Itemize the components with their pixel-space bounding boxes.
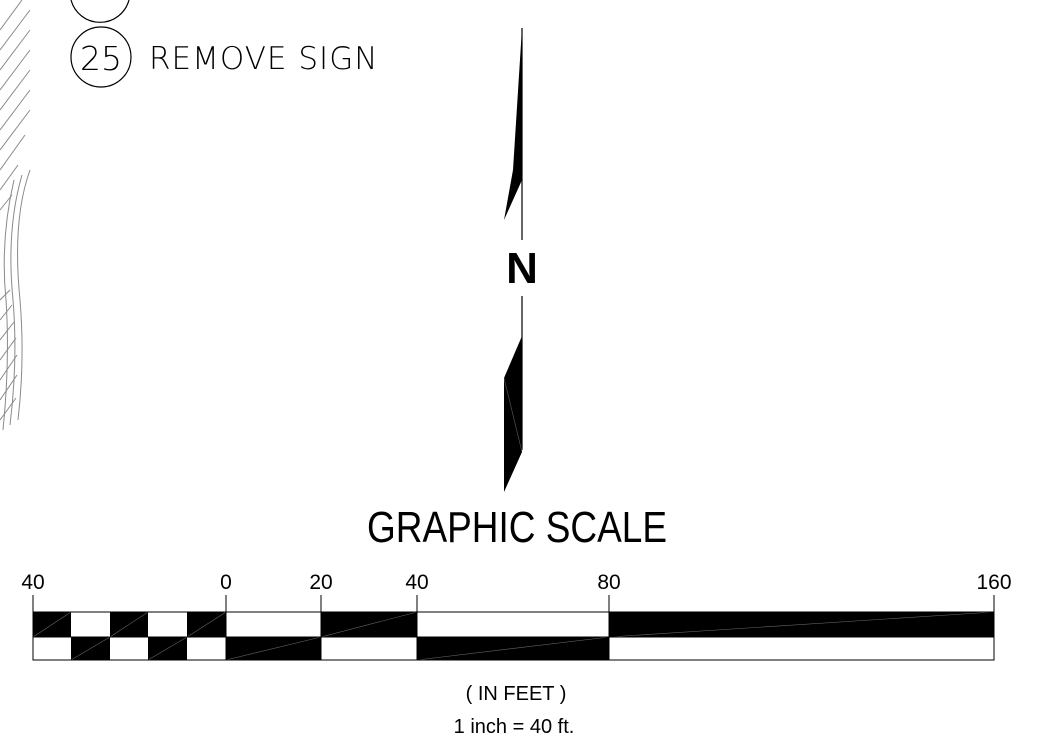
legend-number: 25: [80, 39, 122, 78]
tick-label-0: 0: [220, 571, 232, 594]
legend-number-circle: [70, 26, 132, 88]
scale-tick-labels: 40 0 20 40 80 160: [21, 571, 1011, 594]
graphic-scale-title: GRAPHIC SCALE: [367, 503, 667, 552]
north-arrow-upper-blade: [504, 28, 522, 220]
scale-ratio: 1 inch = 40 ft.: [454, 716, 575, 738]
legend-circle-partial: [70, 0, 130, 23]
scale-segment-20-40: [321, 612, 417, 637]
north-letter: N: [506, 244, 538, 293]
tick-label-40-left: 40: [21, 571, 44, 594]
legend-item-remove-sign: 25 REMOVE SIGN: [70, 26, 378, 88]
tick-label-40: 40: [405, 571, 428, 594]
scale-segment-0-20: [226, 637, 321, 660]
scale-segment-80-160: [609, 612, 994, 637]
north-arrow-lower-crease: [503, 377, 523, 453]
scale-segment-40-80: [417, 637, 609, 660]
north-arrow: N: [503, 28, 538, 492]
scale-units: ( IN FEET ): [466, 683, 567, 705]
tick-label-80: 80: [597, 571, 620, 594]
tick-label-160: 160: [976, 571, 1011, 594]
scale-left-checker: [33, 612, 226, 660]
tick-label-20: 20: [309, 571, 332, 594]
legend-label: REMOVE SIGN: [149, 41, 378, 77]
road-edge-hatch: [0, 0, 31, 431]
scale-bar: [32, 595, 995, 661]
north-arrow-lower-blade: [504, 336, 522, 492]
